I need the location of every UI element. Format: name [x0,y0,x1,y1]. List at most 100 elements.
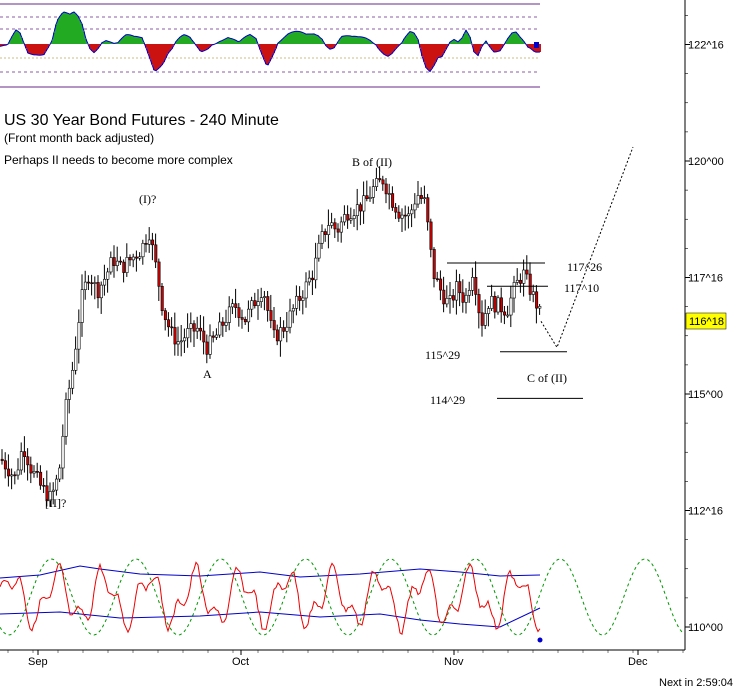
candle-down [480,312,484,326]
candle-up [375,178,379,187]
cycle-end-dot [537,637,543,643]
candle-up [362,195,366,212]
candle-down [128,257,132,261]
next-bar-countdown: Next in 2:59:04 [659,677,733,689]
wave-label-ii: [II]? [45,496,66,510]
candle-up [506,314,510,317]
candle-down [173,327,177,345]
candle-down [359,204,363,212]
candle-up [455,281,459,301]
osc-end-marker [534,42,539,48]
candle-up [125,257,129,273]
projection-path [540,146,634,349]
candle-down [336,228,340,233]
candle-up [496,297,500,313]
candle-down [160,286,164,312]
candle-down [397,211,401,219]
candle-down [45,485,49,502]
candle-down [426,197,430,223]
candle-down [243,319,247,323]
candle-down [477,294,481,314]
upper-envelope-line [0,565,541,579]
candle-down [96,282,100,299]
candle-up [279,327,283,342]
candle-up [509,297,513,316]
candle-up [448,295,452,299]
y-tick-label: 110^00 [688,622,723,634]
candle-up [467,290,471,296]
candle-down [211,335,215,338]
candle-down [266,296,270,311]
candle-up [80,289,84,323]
candle-up [522,269,526,284]
candle-down [394,207,398,213]
candle-down [221,321,225,326]
candle-up [32,471,36,474]
candle-up [301,297,305,301]
candle-down [474,277,478,295]
candle-down [240,317,244,320]
candle-down [7,468,11,477]
candle-down [170,326,174,329]
candle-down [87,281,91,284]
candle-up [259,297,263,302]
candle-up [490,295,494,309]
candle-up [224,322,228,326]
candle-up [227,306,231,323]
candle-down [163,310,167,321]
current-price-box [685,312,727,330]
candle-up [231,303,235,308]
candle-up [330,222,334,226]
candle-up [215,334,219,338]
candle-up [343,214,347,223]
candle-up [83,281,87,290]
candle-down [192,323,196,332]
candle-up [183,337,187,342]
candle-down [384,183,388,195]
candle-up [138,256,142,259]
x-axis-ticks [7,650,684,655]
candle-down [403,214,407,217]
candle-up [103,278,107,286]
candle-down [275,329,279,342]
candle-up [304,281,308,299]
level-label-117-26: 117^26 [567,260,602,274]
candle-down [346,214,350,221]
candle-down [154,244,158,263]
candle-down [272,320,276,331]
y-tick-label: 122^16 [688,40,724,52]
candle-up [538,306,542,309]
candle-up [51,489,55,492]
candle-down [0,458,4,462]
chart-title: US 30 Year Bond Futures - 240 Minute [4,112,279,129]
level-label-117-10: 117^10 [564,281,599,295]
candle-down [323,231,327,235]
candle-up [368,197,372,199]
candle-up [67,387,71,400]
candle-up [531,291,535,295]
candle-up [314,257,318,281]
candle-down [519,279,523,284]
candle-up [387,193,391,195]
top-oscillator-panel [0,3,541,88]
candle-up [515,279,519,283]
candle-up [189,323,193,329]
wave-label-c: C of (II) [527,371,567,385]
candle-up [256,301,260,306]
candle-down [378,178,382,181]
candle-up [147,239,151,245]
chart-comment: Perhaps II needs to become more complex [4,153,233,167]
candle-up [413,203,417,211]
candle-down [528,273,532,295]
candle-up [16,469,20,476]
candle-down [432,249,436,279]
red-oscillator-line [0,561,541,636]
candle-up [19,451,23,471]
candle-down [13,474,17,477]
candle-down [525,269,529,275]
candle-up [285,326,289,332]
candle-up [250,300,254,310]
candle-up [487,308,491,314]
candle-up [99,284,103,299]
candle-down [311,277,315,281]
